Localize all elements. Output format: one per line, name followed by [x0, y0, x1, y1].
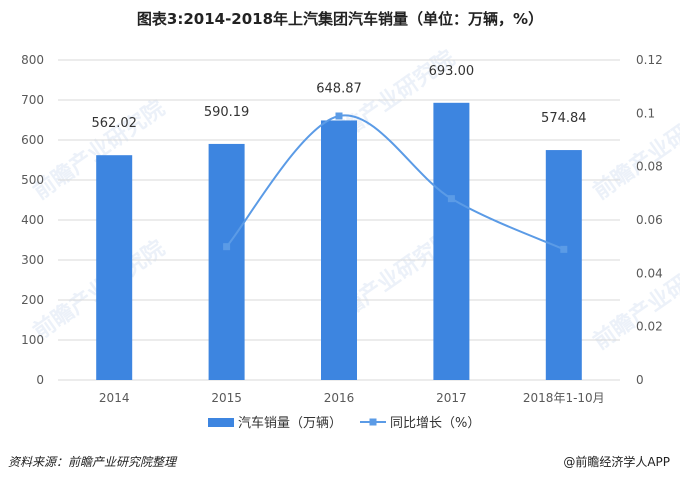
watermark-text: 前瞻产业研究院 — [589, 95, 680, 205]
x-tick-label: 2017 — [436, 391, 467, 405]
x-tick-label: 2014 — [99, 391, 130, 405]
legend: 汽车销量（万辆） 同比增长（%） — [208, 415, 480, 431]
right-tick-label: 0.12 — [636, 53, 663, 67]
left-tick-label: 800 — [21, 53, 44, 67]
bar — [96, 155, 133, 380]
left-tick-label: 700 — [21, 93, 44, 107]
bar-series — [96, 102, 582, 381]
left-tick-label: 100 — [21, 333, 44, 347]
legend-bar-swatch — [208, 418, 234, 427]
line-point-marker — [223, 243, 231, 251]
left-tick-label: 400 — [21, 213, 44, 227]
x-tick-label: 2018年1-10月 — [523, 391, 605, 405]
right-tick-label: 0.06 — [636, 213, 663, 227]
chart-title: 图表3:2014-2018年上汽集团汽车销量（单位：万辆，%） — [136, 10, 544, 28]
bar-value-label: 562.02 — [91, 116, 137, 131]
bar — [208, 143, 245, 380]
line-point-marker — [335, 112, 343, 120]
right-axis-ticks: 0 0.02 0.04 0.06 0.08 0.1 0.12 — [636, 53, 663, 387]
legend-line-marker — [369, 418, 377, 426]
bar-value-labels: 562.02 590.19 648.87 693.00 574.84 — [91, 64, 586, 131]
bar-value-label: 693.00 — [429, 64, 475, 79]
line-point-marker — [447, 195, 455, 203]
right-tick-label: 0.1 — [636, 106, 655, 120]
legend-line-label: 同比增长（%） — [390, 416, 480, 431]
right-tick-label: 0 — [636, 373, 644, 387]
right-tick-label: 0.08 — [636, 160, 663, 174]
left-tick-label: 200 — [21, 293, 44, 307]
left-axis-ticks: 0 100 200 300 400 500 600 700 800 — [21, 53, 44, 387]
left-tick-label: 500 — [21, 173, 44, 187]
left-tick-label: 0 — [36, 373, 44, 387]
bar — [321, 120, 357, 381]
bar-value-label: 574.84 — [541, 111, 587, 126]
x-tick-label: 2016 — [324, 391, 355, 405]
source-note: 资料来源：前瞻产业研究院整理 — [8, 455, 177, 469]
line-series — [223, 112, 568, 253]
right-tick-label: 0.04 — [636, 266, 663, 280]
growth-line — [225, 114, 565, 251]
x-axis-ticks: 2014 2015 2016 2017 2018年1-10月 — [99, 391, 605, 405]
bar — [433, 102, 470, 381]
line-point-marker — [560, 245, 568, 253]
left-tick-label: 300 — [21, 253, 44, 267]
left-tick-label: 600 — [21, 133, 44, 147]
legend-bar-label: 汽车销量（万辆） — [238, 415, 342, 431]
x-tick-label: 2015 — [211, 391, 242, 405]
bar-value-label: 590.19 — [204, 105, 250, 120]
right-tick-label: 0.02 — [636, 320, 663, 334]
bar-value-label: 648.87 — [316, 81, 362, 96]
bar — [545, 150, 582, 380]
brand-credit: @前瞻经济学人APP — [563, 455, 670, 469]
